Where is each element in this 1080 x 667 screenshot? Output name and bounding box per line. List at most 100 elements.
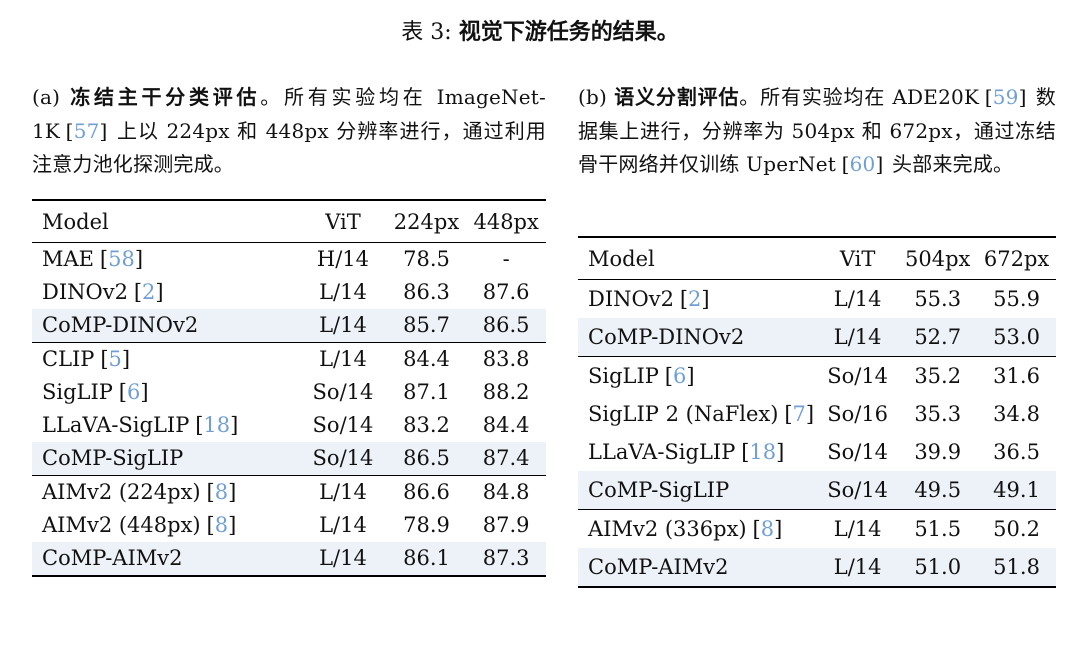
group-aimv2: AIMv2 (224px)8 L/14 86.6 84.8 AIMv2 (448…	[32, 475, 546, 576]
header-row: Model ViT 224px 448px	[32, 199, 546, 243]
model-name: SigLIP 2 (NaFlex)	[588, 402, 779, 426]
col-header-model: Model	[578, 237, 818, 280]
res2-cell: 55.9	[993, 287, 1040, 311]
res1-cell: 78.9	[403, 513, 450, 537]
vit-cell: H/14	[316, 247, 370, 271]
table-row-highlighted: CoMP-SigLIP So/14 49.5 49.1	[578, 471, 1056, 510]
citation-link[interactable]: 18	[741, 440, 784, 464]
caption-a-label: (a)	[32, 85, 61, 109]
group-dinov2: DINOv22 L/14 55.3 55.9 CoMP-DINOv2 L/14 …	[578, 279, 1056, 357]
vit-cell: So/14	[312, 380, 374, 404]
classification-table-header: Model ViT 224px 448px	[32, 199, 546, 243]
citation-link-60[interactable]: 60	[842, 152, 884, 176]
citation-link[interactable]: 8	[207, 513, 237, 537]
caption-a-heading: 冻结主干分类评估	[70, 85, 261, 109]
res1-cell: 84.4	[403, 347, 450, 371]
table-row: SigLIP6 So/14 87.1 88.2	[32, 376, 546, 409]
vit-cell: L/14	[319, 480, 367, 504]
res2-cell: 34.8	[993, 402, 1040, 426]
model-name: AIMv2 (448px)	[42, 513, 201, 537]
res1-cell: 51.0	[914, 555, 962, 579]
caption-a: (a) 冻结主干分类评估。所有实验均在 ImageNet-1K57 上以 224…	[32, 81, 546, 182]
col-header-224px: 224px	[386, 199, 467, 243]
res1-cell: 86.3	[403, 280, 450, 304]
citation-link[interactable]: 2	[680, 287, 710, 311]
model-name: LLaVA-SigLIP	[42, 413, 190, 437]
model-name: DINOv2	[588, 287, 674, 311]
citation-link[interactable]: 7	[784, 402, 814, 426]
res1-cell: 55.3	[914, 287, 962, 311]
group-dinov2: MAE58 H/14 78.5 - DINOv22 L/14 86.3 87.6…	[32, 242, 546, 342]
table-row-highlighted: CoMP-AIMv2 L/14 86.1 87.3	[32, 541, 546, 576]
table-row-highlighted: CoMP-SigLIP So/14 86.5 87.4	[32, 441, 546, 475]
table-row: LLaVA-SigLIP18 So/14 39.9 36.5	[578, 433, 1056, 471]
caption-b-heading: 语义分割评估	[614, 85, 740, 109]
model-name: DINOv2	[42, 280, 128, 304]
res2-cell: 31.6	[993, 364, 1040, 388]
res2-cell: -	[502, 247, 510, 271]
classification-table: Model ViT 224px 448px MAE58 H/14 78.5 - …	[32, 198, 546, 577]
citation-link-59[interactable]: 59	[985, 85, 1027, 109]
table-row: AIMv2 (448px)8 L/14 78.9 87.9	[32, 509, 546, 542]
table-row: SigLIP6 So/14 35.2 31.6	[578, 357, 1056, 396]
caption-b-body-2: 数据集上进行，分辨率为 504px 和 672px，通过冻结骨干网络并仅训练 U…	[578, 85, 1056, 176]
table-number: 表 3:	[401, 20, 452, 45]
col-header-672px: 672px	[977, 237, 1056, 280]
page-title: 表 3: 视觉下游任务的结果。	[0, 16, 1080, 49]
vit-cell: L/14	[319, 313, 367, 337]
model-name: CoMP-AIMv2	[588, 555, 729, 579]
model-name: LLaVA-SigLIP	[588, 440, 736, 464]
res2-cell: 84.4	[482, 413, 530, 437]
panel-b: (b) 语义分割评估。所有实验均在 ADE20K59 数据集上进行，分辨率为 5…	[578, 81, 1056, 588]
vit-cell: L/14	[319, 280, 367, 304]
model-name: CoMP-AIMv2	[42, 546, 183, 570]
caption-b: (b) 语义分割评估。所有实验均在 ADE20K59 数据集上进行，分辨率为 5…	[578, 81, 1056, 215]
res1-cell: 87.1	[403, 380, 450, 404]
res1-cell: 52.7	[914, 325, 962, 349]
citation-link[interactable]: 58	[100, 247, 143, 271]
res2-cell: 86.5	[482, 313, 530, 337]
model-name: CoMP-SigLIP	[42, 446, 184, 470]
vit-cell: So/14	[312, 413, 374, 437]
group-siglip: SigLIP6 So/14 35.2 31.6 SigLIP 2 (NaFlex…	[578, 356, 1056, 510]
citation-link[interactable]: 6	[119, 380, 149, 404]
citation-link[interactable]: 2	[134, 280, 164, 304]
table-row: SigLIP 2 (NaFlex)7 So/16 35.3 34.8	[578, 395, 1056, 433]
res1-cell: 86.6	[403, 480, 450, 504]
table-row: AIMv2 (224px)8 L/14 86.6 84.8	[32, 475, 546, 509]
vit-cell: L/14	[319, 347, 367, 371]
header-row: Model ViT 504px 672px	[578, 237, 1056, 280]
res2-cell: 88.2	[482, 380, 530, 404]
res2-cell: 36.5	[993, 440, 1040, 464]
table-row: AIMv2 (336px)8 L/14 51.5 50.2	[578, 510, 1056, 549]
res2-cell: 50.2	[993, 517, 1040, 541]
res1-cell: 35.2	[914, 364, 962, 388]
citation-link[interactable]: 5	[100, 347, 130, 371]
citation-link[interactable]: 18	[195, 413, 238, 437]
vit-cell: L/14	[833, 325, 882, 349]
res2-cell: 83.8	[482, 347, 530, 371]
citation-link[interactable]: 6	[665, 364, 695, 388]
table-row: DINOv22 L/14 86.3 87.6	[32, 276, 546, 309]
res2-cell: 87.3	[482, 546, 530, 570]
res1-cell: 83.2	[403, 413, 450, 437]
vit-cell: So/14	[827, 440, 889, 464]
res2-cell: 87.4	[482, 446, 530, 470]
caption-b-body-3: 头部来完成。	[885, 152, 1014, 176]
citation-link[interactable]: 8	[753, 517, 783, 541]
res1-cell: 85.7	[403, 313, 450, 337]
model-name: CoMP-SigLIP	[588, 478, 730, 502]
model-name: SigLIP	[42, 380, 113, 404]
citation-link[interactable]: 8	[207, 480, 237, 504]
res2-cell: 87.6	[482, 280, 530, 304]
caption-a-body-2: 上以 224px 和 448px 分辨率进行，通过利用注意力池化探测完成。	[32, 118, 546, 177]
table-row: LLaVA-SigLIP18 So/14 83.2 84.4	[32, 409, 546, 442]
res2-cell: 84.8	[482, 480, 530, 504]
table-row: MAE58 H/14 78.5 -	[32, 242, 546, 276]
model-name: AIMv2 (224px)	[42, 480, 201, 504]
vit-cell: So/14	[827, 364, 889, 388]
res1-cell: 35.3	[914, 402, 962, 426]
panel-a: (a) 冻结主干分类评估。所有实验均在 ImageNet-1K57 上以 224…	[32, 81, 546, 588]
res1-cell: 86.5	[403, 446, 450, 470]
citation-link-57[interactable]: 57	[66, 119, 108, 143]
